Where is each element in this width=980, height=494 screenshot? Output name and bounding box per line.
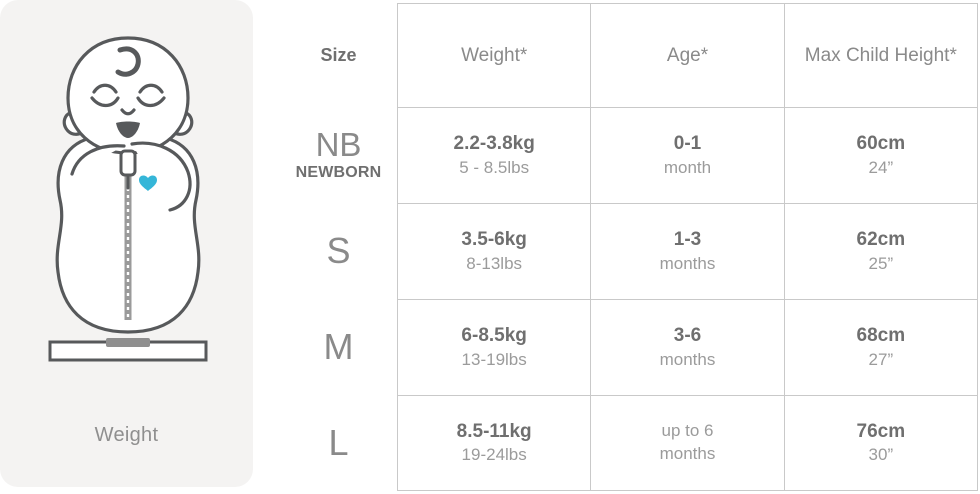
cell-age: 0-1 month [590, 107, 784, 203]
cell-max-child-height: 62cm 25” [783, 203, 978, 299]
table-row: L 8.5-11kg 19-24lbs up to 6 months 76cm … [280, 395, 978, 491]
table-header-row: Size Weight* Age* Max Child Height* [280, 3, 978, 107]
illustration-caption: Weight [94, 424, 159, 446]
column-header-max-child-height: Max Child Height* [783, 3, 978, 107]
row-size-label: L [328, 421, 349, 463]
weight-scale-icon [48, 338, 208, 362]
column-header-age: Age* [590, 3, 784, 107]
size-chart-table: Size Weight* Age* Max Child Height* NB N… [280, 3, 978, 491]
cell-weight: 2.2-3.8kg 5 - 8.5lbs [397, 107, 591, 203]
cell-max-child-height: 76cm 30” [783, 395, 978, 491]
cell-weight: 3.5-6kg 8-13lbs [397, 203, 591, 299]
table-row: S 3.5-6kg 8-13lbs 1-3 months 62cm 25” [280, 203, 978, 299]
cell-weight: 6-8.5kg 13-19lbs [397, 299, 591, 395]
column-header-weight: Weight* [397, 3, 591, 107]
row-size-label: M [323, 325, 354, 367]
cell-age: 3-6 months [590, 299, 784, 395]
cell-max-child-height: 60cm 24” [783, 107, 978, 203]
row-size-label: NB NEWBORN [295, 126, 382, 181]
cell-age: up to 6 months [590, 395, 784, 491]
cell-max-child-height: 68cm 27” [783, 299, 978, 395]
illustration-panel: Weight [0, 0, 253, 487]
table-row: NB NEWBORN 2.2-3.8kg 5 - 8.5lbs 0-1 mont… [280, 107, 978, 203]
size-column-header: Size [320, 44, 357, 65]
row-size-label: S [326, 229, 351, 271]
heart-logo-icon [139, 175, 157, 191]
swaddled-baby-on-scale-illustration [48, 36, 208, 362]
cell-age: 1-3 months [590, 203, 784, 299]
cell-weight: 8.5-11kg 19-24lbs [397, 395, 591, 491]
table-row: M 6-8.5kg 13-19lbs 3-6 months 68cm 27” [280, 299, 978, 395]
